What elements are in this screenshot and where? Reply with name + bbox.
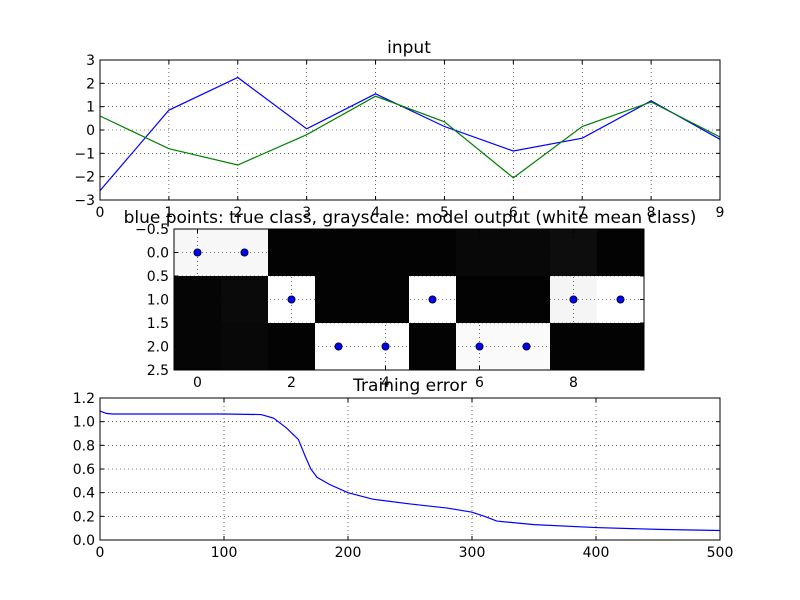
class-point <box>381 342 390 351</box>
y-tick-label: 0.5 <box>147 269 169 285</box>
heatmap-cell <box>174 276 222 324</box>
x-tick-label: 4 <box>381 375 390 391</box>
y-tick-label: 0.8 <box>73 438 95 454</box>
heatmap-cell <box>456 229 504 277</box>
x-tick-label: 9 <box>716 205 725 221</box>
y-tick-labels: 0.0 0.2 0.4 0.6 0.8 1.0 1.2 <box>73 391 95 549</box>
x-tick-labels: 0 2 4 6 8 <box>193 375 578 391</box>
class-heatmap-chart: 0 2 4 6 8 −0.5 0.0 0.5 1.0 1.5 2.0 2.5 blue points… <box>124 208 697 391</box>
x-tick-label: 0 <box>96 205 105 221</box>
series-group <box>99 76 721 192</box>
class-point <box>475 342 484 351</box>
training-error-chart: 0 100 200 300 400 500 0.0 0.2 0.4 0.6 0.8 1.0 1.2 T… <box>73 376 734 561</box>
x-tick-label: 8 <box>569 375 578 391</box>
heatmap-cell <box>174 323 222 371</box>
heatmap-cell <box>221 276 269 324</box>
heatmap-cell <box>268 229 316 277</box>
x-tick-label: 6 <box>475 375 484 391</box>
chart-title: Training error <box>352 376 467 396</box>
x-tick-label: 0 <box>96 545 105 561</box>
y-tick-label: 0.0 <box>147 246 169 262</box>
x-tick-label: 300 <box>459 545 486 561</box>
series-group <box>99 410 721 532</box>
y-tick-label: −0.5 <box>135 222 169 238</box>
heatmap-cell <box>550 229 598 277</box>
class-point <box>240 248 249 257</box>
class-point <box>569 295 578 304</box>
heatmap-cell <box>456 276 504 324</box>
y-tick-label: −1 <box>74 146 95 162</box>
input-chart: input 0 1 2 3 4 5 6 7 8 9 −3 −2 −1 0 1 2 3 <box>74 38 724 221</box>
y-tick-label: −3 <box>74 193 95 209</box>
x-tick-label: 4 <box>371 205 380 221</box>
heatmap-cell <box>597 323 645 371</box>
y-tick-label: −2 <box>74 170 95 186</box>
y-tick-label: 0.6 <box>73 462 95 478</box>
y-tick-label: 2.0 <box>147 340 169 356</box>
x-tick-label: 5 <box>440 205 449 221</box>
y-tick-label: 0.2 <box>73 509 95 525</box>
class-point <box>428 295 437 304</box>
tick-marks <box>99 397 721 541</box>
y-tick-label: 2 <box>86 76 95 92</box>
series-line-0 <box>99 76 721 192</box>
class-point <box>522 342 531 351</box>
x-tick-label: 2 <box>233 205 242 221</box>
x-tick-label: 100 <box>211 545 238 561</box>
true-class-points <box>193 248 625 351</box>
y-tick-labels: −0.5 0.0 0.5 1.0 1.5 2.0 2.5 <box>135 222 169 379</box>
x-tick-labels: 0 100 200 300 400 500 <box>96 545 734 561</box>
x-tick-label: 1 <box>164 205 173 221</box>
series-line-1 <box>99 95 721 179</box>
y-tick-label: 0.0 <box>73 533 95 549</box>
tick-marks <box>99 59 721 201</box>
x-tick-label: 7 <box>578 205 587 221</box>
y-tick-labels: −3 −2 −1 0 1 2 3 <box>74 53 95 209</box>
heatmap-cell <box>409 229 457 277</box>
x-tick-label: 500 <box>707 545 734 561</box>
x-tick-label: 400 <box>583 545 610 561</box>
y-tick-label: 0.4 <box>73 486 95 502</box>
class-point <box>193 248 202 257</box>
chart-title: blue points: true class, grayscale: mode… <box>124 208 697 228</box>
x-tick-label: 2 <box>287 375 296 391</box>
x-tick-label: 0 <box>193 375 202 391</box>
y-tick-label: 3 <box>86 53 95 69</box>
series-line-0 <box>99 410 721 532</box>
chart-title: input <box>387 38 431 58</box>
class-point <box>616 295 625 304</box>
heatmap-cell <box>550 323 598 371</box>
x-tick-label: 3 <box>302 205 311 221</box>
class-point <box>334 342 343 351</box>
x-tick-labels: 0 1 2 3 4 5 6 7 8 9 <box>96 205 725 221</box>
y-tick-label: 1.0 <box>73 415 95 431</box>
heatmap-cell <box>221 323 269 371</box>
y-tick-label: 1.5 <box>147 316 169 332</box>
y-tick-label: 0 <box>86 123 95 139</box>
y-tick-label: 1.0 <box>147 293 169 309</box>
heatmap-cell <box>597 229 645 277</box>
y-tick-label: 1 <box>86 100 95 116</box>
y-tick-label: 2.5 <box>147 363 169 379</box>
heatmap-cell <box>362 229 410 277</box>
x-tick-label: 200 <box>335 545 362 561</box>
y-tick-label: 1.2 <box>73 391 95 407</box>
x-tick-label: 8 <box>647 205 656 221</box>
heatmap-cell <box>409 323 457 371</box>
class-point <box>287 295 296 304</box>
heatmap-cell <box>362 276 410 324</box>
heatmap-cell <box>268 323 316 371</box>
tick-marks <box>174 228 644 371</box>
x-tick-label: 6 <box>509 205 518 221</box>
